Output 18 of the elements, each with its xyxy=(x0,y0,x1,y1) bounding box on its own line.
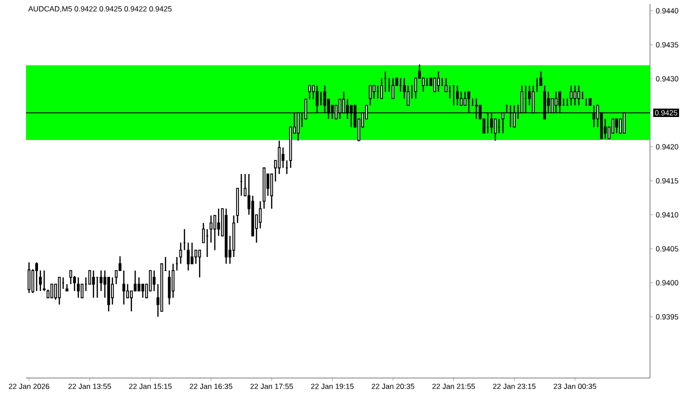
candlestick xyxy=(437,70,440,92)
candlestick xyxy=(152,270,156,292)
candlestick xyxy=(39,270,42,292)
candlestick xyxy=(251,195,254,236)
candlestick xyxy=(198,250,202,278)
candlestick xyxy=(270,174,274,210)
candlestick xyxy=(141,284,144,298)
candlestick xyxy=(194,250,198,264)
candlestick xyxy=(35,262,38,292)
candlestick xyxy=(539,70,542,86)
candlestick xyxy=(190,242,194,264)
candlestick xyxy=(111,276,114,306)
candlestick xyxy=(28,262,30,294)
candlestick xyxy=(69,270,72,285)
candlestick xyxy=(92,270,95,298)
candlestick xyxy=(456,85,459,106)
candlestick xyxy=(574,85,576,106)
candlestick xyxy=(460,91,463,106)
